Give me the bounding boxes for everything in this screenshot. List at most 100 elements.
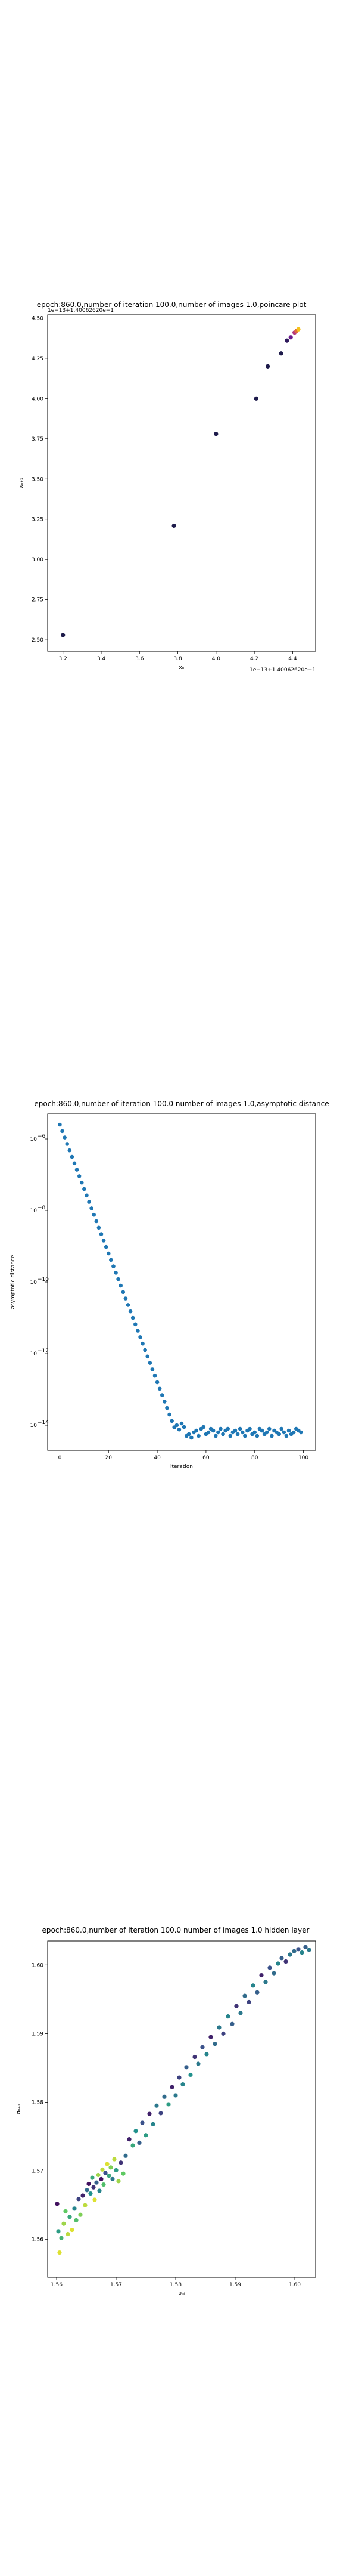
data-point	[182, 1425, 186, 1429]
plot-area-frame	[47, 1940, 316, 2278]
data-point	[284, 1433, 289, 1438]
data-point	[216, 1430, 220, 1435]
data-point	[89, 1206, 93, 1210]
data-point	[226, 2014, 230, 2019]
data-point	[296, 327, 301, 332]
data-point	[78, 2212, 83, 2217]
x-axis-label: iteration	[170, 1464, 193, 1470]
y-tick-label: 10	[30, 1351, 38, 1357]
data-point	[141, 1341, 145, 1346]
x-tick-label: 3.6	[135, 656, 144, 662]
data-point	[254, 396, 258, 401]
data-point	[61, 633, 66, 637]
data-point	[109, 1258, 113, 1262]
data-point	[240, 1430, 245, 1435]
data-point	[67, 1148, 72, 1153]
x-tick-label: 80	[251, 1455, 258, 1461]
data-point	[200, 2045, 205, 2050]
y-tick-label: 1.60	[32, 1962, 43, 1968]
data-point	[251, 1983, 255, 1988]
data-point	[123, 2153, 128, 2158]
data-point	[63, 1135, 67, 1140]
data-points	[61, 327, 301, 637]
data-point	[148, 1361, 152, 1365]
data-point	[214, 432, 219, 436]
x-tick-label: 3.8	[173, 656, 182, 662]
y-tick-exponent: −8	[38, 1205, 46, 1211]
data-point	[234, 2004, 239, 2008]
data-point	[173, 2093, 178, 2098]
data-point	[140, 2120, 145, 2125]
data-point	[186, 1432, 191, 1436]
asymptotic-distance-plot: epoch:860.0,number of iteration 100.0 nu…	[10, 1100, 329, 1470]
data-point	[211, 1428, 216, 1433]
data-point	[279, 351, 283, 356]
data-point	[252, 1430, 257, 1435]
data-point	[303, 1945, 308, 1949]
data-point	[94, 2180, 99, 2185]
x-ticks: 0 20 40 60 80 100	[58, 1450, 308, 1461]
data-point	[189, 1435, 194, 1440]
x-ticks: 3.2 3.4 3.6 3.8 4.0 4.2 4.4	[59, 651, 297, 662]
data-point	[213, 1433, 218, 1438]
data-point	[92, 1212, 96, 1217]
data-point	[121, 1290, 126, 1295]
data-point	[104, 1244, 108, 1249]
data-point	[57, 2250, 62, 2255]
data-point	[264, 1430, 269, 1435]
data-point	[226, 1426, 230, 1431]
y-tick-label: 4.50	[32, 315, 43, 321]
data-point	[106, 1251, 111, 1256]
data-point	[85, 2188, 89, 2193]
data-point	[188, 2072, 193, 2077]
data-point	[72, 2206, 77, 2211]
data-point	[267, 1965, 272, 1970]
data-point	[150, 1367, 155, 1371]
data-point	[292, 1949, 297, 1953]
y-tick-label: 3.50	[32, 476, 43, 482]
data-point	[255, 1990, 260, 1995]
data-point	[307, 1948, 311, 1952]
data-point	[56, 2229, 61, 2234]
data-point	[107, 2174, 111, 2178]
data-point	[299, 1430, 303, 1435]
data-point	[144, 2133, 148, 2138]
data-point	[116, 1277, 120, 1281]
x-tick-label: 3.2	[59, 656, 67, 662]
data-point	[288, 335, 293, 340]
data-point	[196, 2061, 201, 2066]
data-point	[179, 1421, 184, 1426]
data-point	[80, 2193, 85, 2198]
data-point	[121, 2171, 126, 2176]
data-point	[70, 1154, 74, 1159]
plot-area-frame	[47, 1113, 316, 1451]
data-point	[145, 1354, 150, 1359]
chart-title: epoch:860.0,number of iteration 100.0,nu…	[37, 301, 307, 309]
data-point	[279, 1426, 284, 1431]
data-point	[112, 2157, 117, 2162]
data-point	[79, 1180, 84, 1185]
data-point	[105, 2162, 110, 2166]
y-axis-label: σₙ₊₁	[16, 2104, 22, 2114]
x-tick-label: 20	[105, 1455, 113, 1461]
data-point	[184, 2065, 189, 2070]
data-point	[221, 2031, 226, 2036]
x-tick-label: 4.0	[212, 656, 221, 662]
data-point	[133, 1322, 138, 1327]
data-point	[90, 2175, 95, 2180]
data-point	[152, 1373, 157, 1378]
x-tick-label: 100	[298, 1455, 308, 1461]
x-tick-label: 0	[58, 1455, 62, 1461]
y-tick-label: 2.50	[32, 637, 43, 643]
data-point	[133, 2129, 138, 2134]
data-point	[158, 2111, 163, 2116]
y-tick-exponent: −6	[38, 1134, 46, 1140]
data-point	[201, 1425, 206, 1429]
data-point	[177, 2075, 182, 2080]
data-points	[58, 1122, 303, 1440]
y-tick-label: 1.56	[32, 2237, 43, 2243]
data-point	[99, 1232, 104, 1236]
data-point	[163, 1400, 167, 1404]
y-tick-label: 3.00	[32, 557, 43, 563]
data-point	[92, 2197, 97, 2202]
